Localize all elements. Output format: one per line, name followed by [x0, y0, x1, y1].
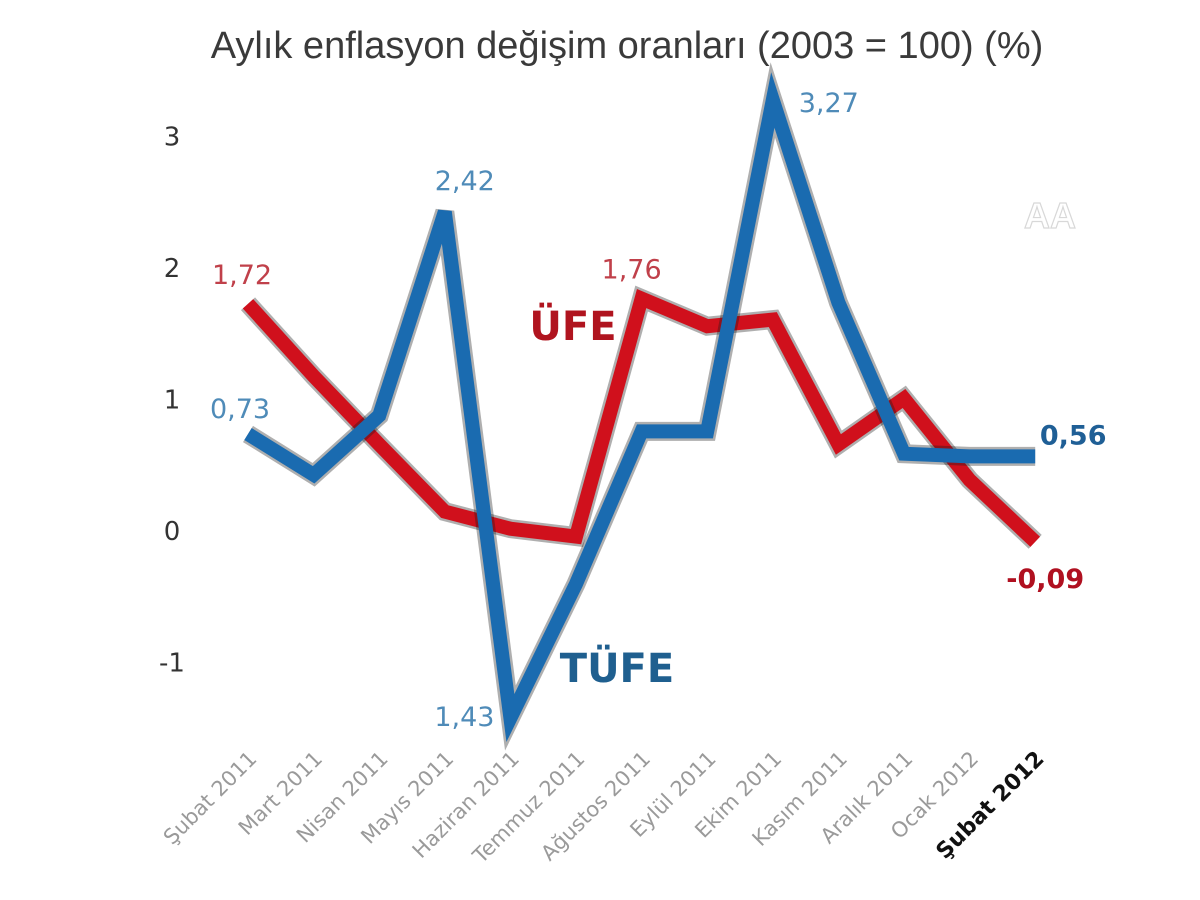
tufe-series-label: TÜFE — [560, 644, 674, 692]
y-tick-label: 3 — [164, 123, 181, 153]
data-labels: 1,72 1,76 -0,09 0,73 2,42 1,43 3,27 0,56 ÜFE TÜFE — [210, 88, 1107, 733]
data-label: 3,27 — [799, 88, 859, 119]
y-axis: 3 2 1 0 -1 — [159, 123, 185, 679]
data-label: 0,56 — [1040, 420, 1107, 451]
series-lines — [240, 62, 1042, 751]
ufe-series-label: ÜFE — [529, 302, 616, 350]
y-tick-label: -1 — [159, 649, 185, 679]
y-tick-label: 1 — [164, 386, 181, 416]
data-label: 0,73 — [210, 394, 270, 425]
aa-watermark-logo: AA — [1024, 195, 1076, 236]
y-tick-label: 0 — [164, 517, 181, 547]
y-tick-label: 2 — [164, 254, 181, 284]
x-tick-label: Temmuz 2011 — [468, 747, 590, 869]
data-label: 1,72 — [212, 260, 272, 291]
tufe-line — [244, 72, 1036, 743]
data-label: 1,76 — [602, 255, 662, 286]
data-label: -0,09 — [1006, 564, 1084, 595]
data-label: 2,42 — [435, 166, 495, 197]
ufe-line — [242, 289, 1040, 547]
chart-title: Aylık enflasyon değişim oranları (2003 =… — [211, 25, 1044, 67]
data-label: 1,43 — [434, 702, 494, 733]
